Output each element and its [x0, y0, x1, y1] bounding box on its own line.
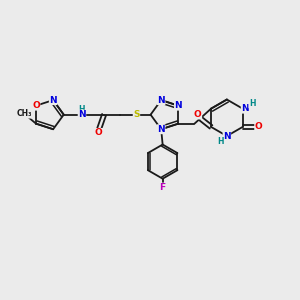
Text: N: N [158, 125, 165, 134]
Text: N: N [158, 96, 165, 105]
Text: N: N [223, 131, 231, 140]
Text: O: O [194, 110, 202, 119]
Text: N: N [49, 96, 57, 105]
Text: H: H [79, 105, 85, 114]
Text: CH₃: CH₃ [17, 109, 33, 118]
Text: O: O [32, 101, 40, 110]
Text: F: F [160, 183, 166, 192]
Text: N: N [78, 110, 86, 119]
Text: O: O [255, 122, 262, 131]
Text: O: O [95, 128, 103, 137]
Text: N: N [175, 101, 182, 110]
Text: N: N [241, 104, 249, 113]
Text: H: H [217, 137, 224, 146]
Text: S: S [133, 110, 140, 119]
Text: H: H [249, 99, 255, 108]
